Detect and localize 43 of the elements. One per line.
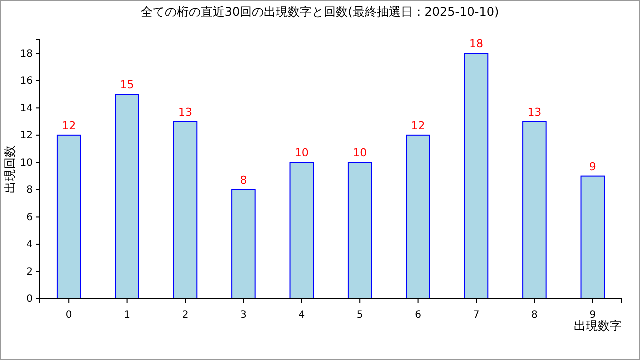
- bar: [580, 176, 606, 300]
- bar: [290, 162, 314, 300]
- x-tick-label: 6: [415, 310, 422, 321]
- chart-title: 全ての桁の直近30回の出現数字と回数(最終抽選日：2025-10-10): [140, 5, 500, 19]
- data-label: 13: [178, 106, 192, 119]
- y-tick-label: 0: [26, 294, 33, 306]
- bar: [232, 189, 256, 300]
- y-tick-label: 10: [20, 158, 33, 169]
- y-tick-label: 12: [20, 130, 33, 142]
- x-tick-label: 4: [298, 310, 306, 321]
- x-tick-label: 7: [473, 310, 480, 321]
- x-tick-label: 0: [66, 310, 72, 321]
- data-label: 10: [294, 146, 309, 160]
- x-tick-label: 9: [590, 310, 596, 321]
- data-label: 12: [62, 119, 76, 132]
- bar: [173, 121, 198, 300]
- y-tick-label: 2: [26, 266, 33, 278]
- x-axis-title: 出現数字: [574, 319, 622, 333]
- bar: [115, 94, 140, 300]
- x-tick-label: 8: [532, 310, 538, 321]
- y-tick-label: 18: [20, 48, 33, 60]
- data-label: 15: [120, 78, 134, 92]
- x-tick-label: 5: [356, 310, 364, 321]
- y-tick-label: 16: [20, 76, 33, 88]
- y-axis-title: 出現回数: [3, 146, 17, 194]
- x-tick-label: 1: [124, 310, 130, 321]
- data-label: 8: [240, 174, 248, 187]
- y-tick-label: 4: [26, 240, 33, 251]
- x-tick-label: 3: [240, 310, 247, 321]
- data-label: 10: [353, 146, 368, 160]
- x-tick-label: 2: [182, 310, 189, 321]
- y-tick-label: 8: [26, 185, 33, 196]
- bar: [406, 134, 430, 300]
- y-tick-label: 6: [26, 212, 33, 224]
- bar: [464, 53, 489, 300]
- bar: [348, 162, 372, 300]
- bar: [522, 121, 547, 300]
- bar: [56, 134, 82, 300]
- data-label: 9: [589, 160, 596, 174]
- y-tick-label: 14: [20, 103, 33, 114]
- data-label: 18: [470, 38, 484, 51]
- data-label: 13: [528, 106, 542, 119]
- data-label: 12: [411, 119, 426, 132]
